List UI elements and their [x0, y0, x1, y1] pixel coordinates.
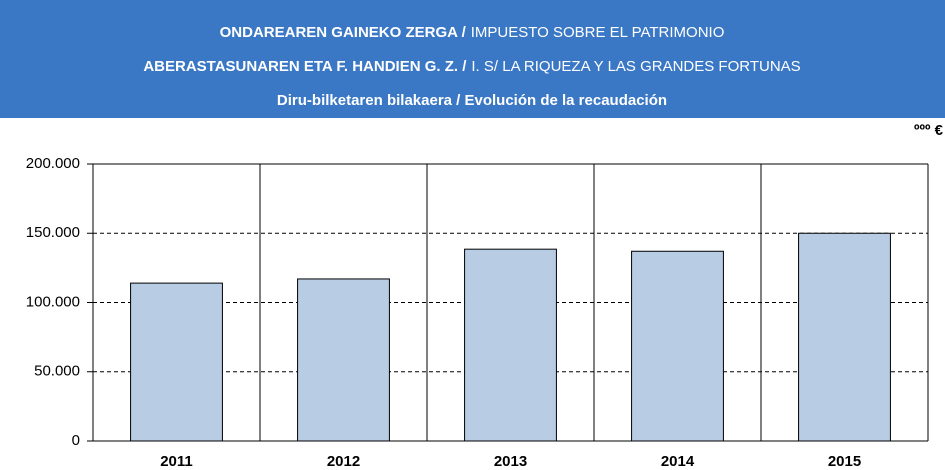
- title-part: I. S/ LA RIQUEZA Y LAS GRANDES FORTUNAS: [471, 58, 800, 75]
- chart-title-line: Diru-bilketaren bilakaera / Evolución de…: [277, 92, 667, 109]
- x-tick-label: 2012: [327, 453, 360, 470]
- header-box: [0, 0, 945, 118]
- title-part: IMPUESTO SOBRE EL PATRIMONIO: [471, 24, 725, 41]
- y-tick-label: 200.000: [26, 155, 80, 172]
- bar: [130, 282, 223, 442]
- x-tick-label: 2011: [160, 453, 193, 470]
- bar: [631, 250, 724, 442]
- chart-title-line: ONDAREAREN GAINEKO ZERGA / IMPUESTO SOBRE…: [220, 24, 725, 41]
- y-tick-label: 0: [72, 432, 80, 449]
- y-tick-label: 100.000: [26, 293, 80, 310]
- y-tick-label: 150.000: [26, 224, 80, 241]
- title-part: ONDAREAREN GAINEKO ZERGA /: [220, 24, 467, 41]
- x-tick-label: 2014: [661, 453, 695, 470]
- title-part: ABERASTASUNAREN ETA F. HANDIEN G. Z. /: [143, 58, 467, 75]
- bar: [798, 232, 891, 442]
- chart-title-line: ABERASTASUNAREN ETA F. HANDIEN G. Z. / I.…: [143, 58, 800, 75]
- bar: [297, 278, 390, 442]
- unit-label: ººº €: [914, 122, 944, 139]
- y-tick-label: 50.000: [34, 363, 80, 380]
- title-part: Diru-bilketaren bilakaera / Evolución de…: [277, 92, 667, 109]
- x-tick-label: 2013: [494, 453, 527, 470]
- bar: [464, 248, 557, 442]
- x-tick-label: 2015: [828, 453, 861, 470]
